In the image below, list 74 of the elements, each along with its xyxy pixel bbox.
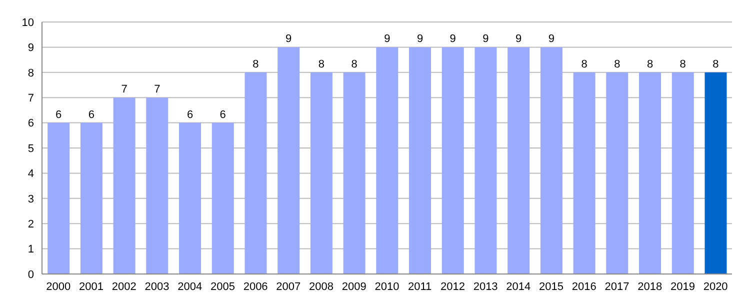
- bar: [376, 47, 398, 274]
- y-tick-label: 8: [28, 67, 34, 80]
- bar: [278, 47, 300, 274]
- x-tick-label: 2017: [604, 280, 630, 293]
- data-label: 9: [548, 33, 555, 46]
- data-label: 8: [351, 58, 358, 70]
- bar: [606, 72, 628, 274]
- data-label: 6: [56, 108, 62, 121]
- x-tick-label: 2007: [276, 280, 301, 293]
- data-label: 7: [121, 84, 128, 96]
- x-tick-label: 2002: [112, 280, 136, 293]
- bar: [672, 72, 694, 274]
- bar: [113, 98, 136, 274]
- x-tick-label: 2004: [178, 280, 202, 293]
- y-tick-label: 1: [28, 244, 34, 256]
- data-label: 8: [712, 58, 719, 70]
- y-tick-label: 4: [28, 168, 34, 180]
- y-tick-label: 2: [28, 218, 34, 231]
- x-tick-label: 2012: [440, 280, 465, 293]
- x-tick-label: 2009: [342, 280, 366, 293]
- data-label: 9: [516, 33, 522, 46]
- data-label: 9: [384, 33, 390, 46]
- data-label: 8: [318, 58, 325, 70]
- x-tick-label: 2013: [473, 280, 498, 293]
- bar: [409, 47, 432, 274]
- x-tick-label: 2015: [539, 280, 564, 293]
- x-tick-label: 2020: [703, 280, 728, 293]
- x-tick-label: 2008: [309, 280, 334, 293]
- x-tick-label: 2000: [46, 280, 71, 293]
- data-label: 9: [450, 33, 456, 46]
- bar: [80, 122, 102, 274]
- bar: [310, 72, 332, 274]
- x-tick-label: 2003: [144, 280, 170, 293]
- y-tick-label: 7: [28, 92, 34, 105]
- bar: [508, 47, 530, 274]
- bar: [343, 72, 366, 274]
- bar: [48, 122, 70, 274]
- y-tick-label: 10: [22, 16, 34, 29]
- bar: [639, 72, 662, 274]
- data-label: 8: [252, 58, 259, 70]
- bar: [179, 122, 202, 274]
- x-tick-label: 2018: [638, 280, 662, 293]
- bar: [704, 72, 727, 274]
- bar: [573, 72, 596, 274]
- data-label: 9: [286, 33, 292, 46]
- data-label: 6: [88, 108, 95, 121]
- y-tick-label: 5: [28, 142, 34, 155]
- x-tick-label: 2011: [408, 280, 432, 293]
- bar: [474, 47, 497, 274]
- x-tick-label: 2014: [506, 280, 531, 293]
- data-label: 6: [220, 108, 226, 121]
- bar: [212, 122, 234, 274]
- bar: [540, 47, 562, 274]
- data-label: 9: [482, 33, 489, 46]
- data-label: 8: [614, 58, 620, 70]
- x-tick-label: 2001: [79, 280, 104, 293]
- x-tick-label: 2016: [572, 280, 596, 293]
- x-tick-label: 2010: [374, 280, 400, 293]
- data-label: 8: [581, 58, 588, 70]
- bar: [244, 72, 267, 274]
- data-label: 6: [186, 108, 194, 121]
- data-label: 9: [416, 33, 424, 46]
- data-label: 8: [680, 58, 686, 70]
- data-label: 8: [646, 58, 654, 70]
- y-tick-label: 6: [28, 118, 34, 130]
- x-tick-label: 2005: [210, 280, 235, 293]
- y-tick-label: 3: [28, 193, 34, 206]
- data-label: 7: [154, 84, 160, 96]
- x-tick-label: 2019: [670, 280, 695, 293]
- y-tick-label: 9: [28, 42, 34, 54]
- bar: [146, 98, 168, 274]
- y-tick-label: 0: [28, 268, 34, 281]
- x-tick-label: 2006: [243, 280, 268, 293]
- bar: [442, 47, 464, 274]
